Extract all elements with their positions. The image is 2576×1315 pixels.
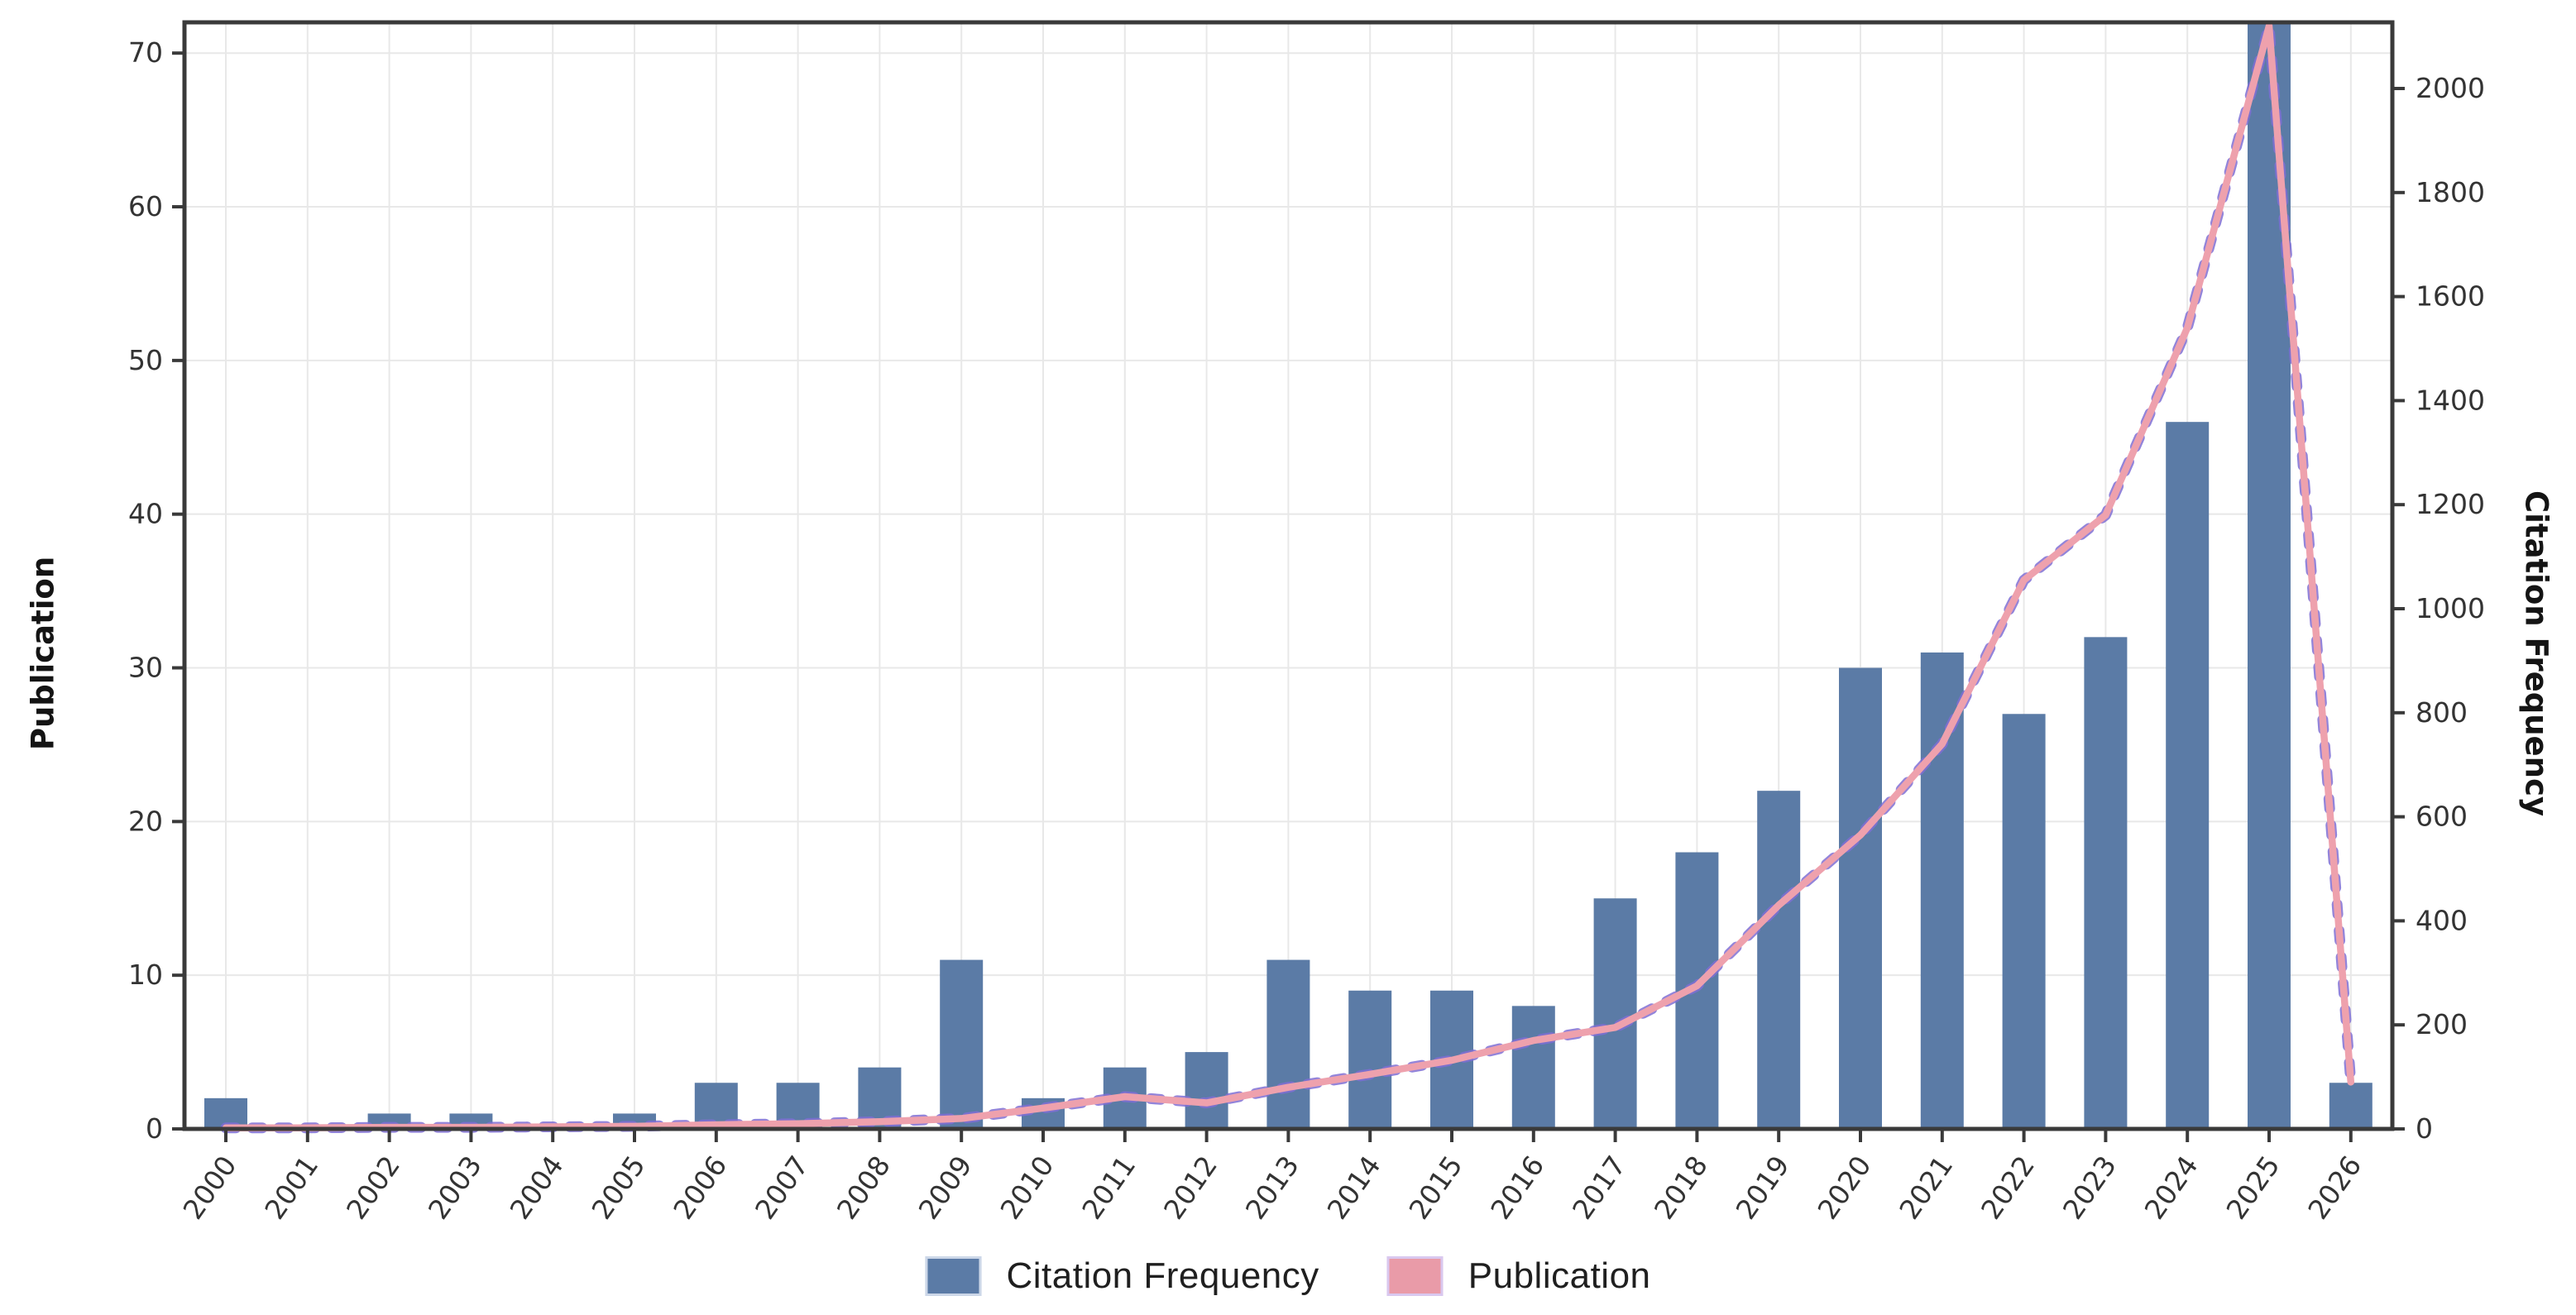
right-tick-label: 0: [2416, 1112, 2433, 1145]
x-tick-label-2007: 2007: [749, 1150, 815, 1225]
left-tick-label: 10: [128, 959, 163, 991]
bar-2020: [1839, 667, 1882, 1129]
right-axis-title: Citation Frequency: [2518, 490, 2554, 817]
bar-2023: [2084, 637, 2128, 1129]
bar-2024: [2166, 422, 2210, 1129]
x-tick-label-2020: 2020: [1811, 1150, 1877, 1225]
right-tick-label: 800: [2416, 696, 2468, 729]
bar-2009: [940, 959, 984, 1129]
x-tick-label-2018: 2018: [1648, 1150, 1714, 1225]
left-axis-title: Publication: [25, 556, 61, 751]
right-tick-label: 1600: [2416, 280, 2485, 313]
x-tick-label-2008: 2008: [831, 1150, 897, 1225]
x-tick-label-2017: 2017: [1566, 1150, 1632, 1225]
x-tick-label-2022: 2022: [1975, 1150, 2041, 1225]
right-tick-label: 600: [2416, 801, 2468, 833]
axis-ticks: [172, 51, 2405, 1142]
right-tick-label: 400: [2416, 904, 2468, 936]
bar-2017: [1593, 898, 1637, 1129]
x-tick-label-2000: 2000: [176, 1150, 242, 1225]
publication-line: [222, 22, 2355, 1131]
publication-swatch-icon: [1386, 1256, 1444, 1296]
legend-item-publication: Publication: [1386, 1255, 1651, 1297]
x-tick-label-2024: 2024: [2138, 1150, 2205, 1225]
bar-2021: [1920, 652, 1964, 1129]
right-tick-label: 1400: [2416, 384, 2485, 416]
bar-2019: [1757, 791, 1801, 1129]
bar-2013: [1266, 959, 1310, 1129]
left-tick-label: 0: [146, 1112, 163, 1145]
right-tick-label: 1200: [2416, 488, 2485, 520]
legend-label-citation-frequency: Citation Frequency: [1006, 1255, 1319, 1296]
x-tick-label-2001: 2001: [258, 1150, 324, 1225]
x-tick-label-2025: 2025: [2219, 1150, 2286, 1225]
right-tick-label: 1800: [2416, 176, 2485, 208]
x-tick-label-2009: 2009: [912, 1150, 979, 1225]
x-tick-label-2011: 2011: [1075, 1150, 1142, 1225]
left-tick-label: 60: [128, 190, 163, 222]
legend-item-citation-frequency: Citation Frequency: [925, 1255, 1319, 1297]
left-tick-label: 40: [128, 498, 163, 530]
left-tick-label: 30: [128, 652, 163, 684]
x-tick-label-2021: 2021: [1893, 1150, 1959, 1225]
bar-2016: [1511, 1006, 1555, 1129]
x-tick-label-2013: 2013: [1239, 1150, 1305, 1225]
x-tick-label-2003: 2003: [422, 1150, 488, 1225]
left-tick-label: 70: [128, 36, 163, 69]
x-tick-label-2005: 2005: [585, 1150, 651, 1225]
x-tick-label-2023: 2023: [2056, 1150, 2123, 1225]
bar-2026: [2329, 1083, 2373, 1129]
right-tick-label: 2000: [2416, 72, 2485, 104]
x-tick-label-2006: 2006: [667, 1150, 733, 1225]
legend: Citation Frequency Publication: [925, 1255, 1650, 1297]
bar-2014: [1348, 990, 1392, 1129]
left-tick-label: 50: [128, 344, 163, 376]
right-tick-label: 200: [2416, 1008, 2468, 1040]
x-tick-label-2002: 2002: [340, 1150, 406, 1225]
bar-2022: [2002, 714, 2046, 1129]
x-tick-label-2019: 2019: [1730, 1150, 1796, 1225]
x-tick-label-2004: 2004: [504, 1150, 570, 1225]
x-tick-label-2015: 2015: [1402, 1150, 1468, 1225]
citation-frequency-bars: [204, 22, 2373, 1129]
x-tick-label-2016: 2016: [1484, 1150, 1550, 1225]
legend-label-publication: Publication: [1468, 1255, 1651, 1296]
x-tick-label-2014: 2014: [1321, 1150, 1387, 1225]
x-tick-label-2026: 2026: [2301, 1150, 2368, 1225]
bar-2012: [1185, 1052, 1228, 1129]
x-tick-label-2012: 2012: [1157, 1150, 1223, 1225]
left-tick-label: 20: [128, 805, 163, 837]
citation-frequency-swatch-icon: [925, 1256, 982, 1296]
x-tick-label-2010: 2010: [994, 1150, 1060, 1225]
right-tick-label: 1000: [2416, 592, 2485, 624]
